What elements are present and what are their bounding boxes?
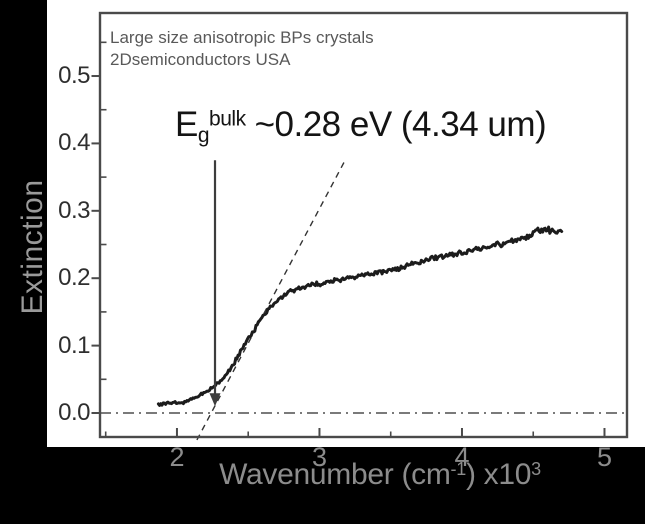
- x-tick-label: 2: [169, 442, 185, 472]
- x-tick-label: 4: [454, 442, 470, 472]
- y-tick-label: 0.0: [58, 399, 90, 426]
- extinction-curve: [156, 225, 564, 407]
- y-tick-label: 0.4: [58, 129, 90, 157]
- x-axis-multiplier-exponent: 3: [531, 459, 541, 479]
- bandgap-subscript: g: [197, 123, 210, 147]
- bandgap-superscript: bulk: [209, 107, 246, 131]
- bandgap-annotation: Egbulk ~0.28 eV (4.34 um): [175, 105, 547, 148]
- bandgap-symbol: E: [175, 105, 198, 144]
- y-tick-label: 0.5: [58, 62, 90, 90]
- x-tick-label: 3: [311, 442, 327, 472]
- x-axis-exponent: -1: [450, 459, 467, 479]
- bandgap-value: ~0.28 eV (4.34 um): [254, 105, 547, 144]
- y-tick-label: 0.3: [58, 196, 90, 224]
- bandgap-fit-line: [196, 159, 346, 441]
- x-tick-label: 5: [596, 442, 612, 472]
- x-axis-title-suffix: ) x10: [465, 458, 532, 491]
- sample-description-line1: Large size anisotropic BPs crystals: [110, 28, 374, 47]
- bandgap-arrow-head: [209, 393, 221, 407]
- y-tick-label: 0.1: [58, 331, 90, 359]
- plot-paper-background: [47, 0, 645, 447]
- sample-description-line2: 2Dsemiconductors USA: [110, 50, 291, 69]
- x-axis-title-text: Wavenumber (cm: [219, 458, 451, 491]
- x-axis-title: Wavenumber (cm-1) x103: [219, 458, 541, 492]
- y-tick-label: 0.2: [58, 264, 90, 292]
- plot-frame: [98, 11, 629, 439]
